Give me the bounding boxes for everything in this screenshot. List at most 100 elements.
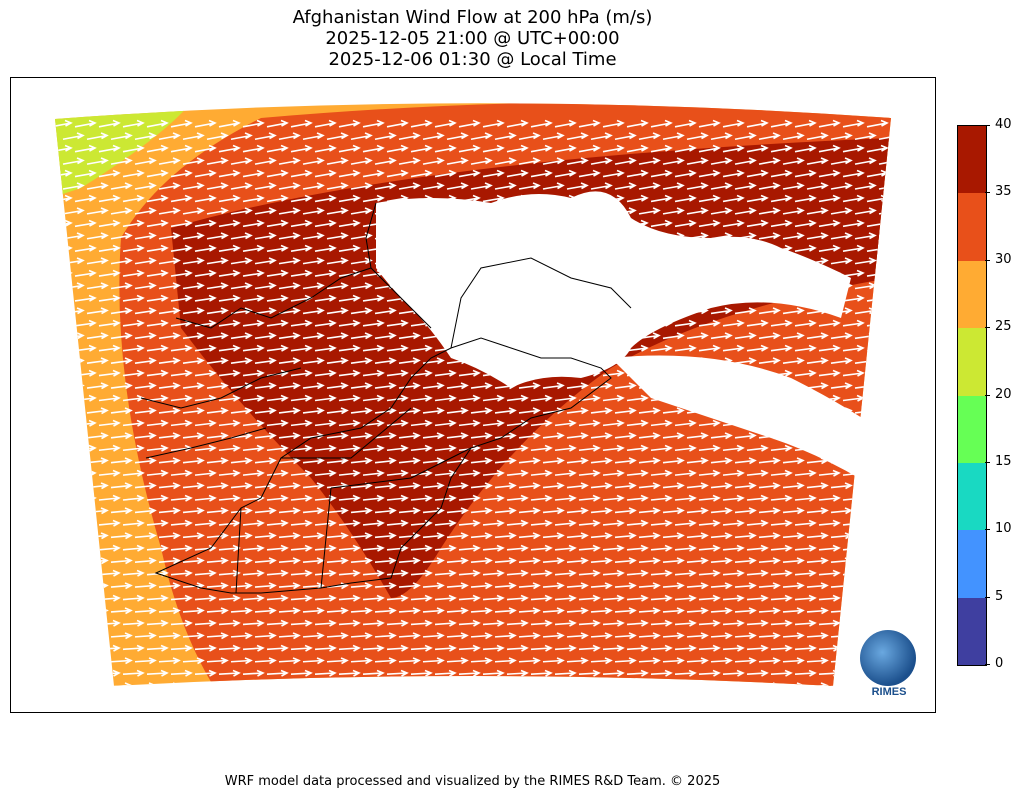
- wind-arrow: [242, 469, 265, 477]
- wind-arrow: [602, 619, 625, 627]
- wind-arrow: [302, 482, 325, 490]
- wind-arrow: [134, 307, 157, 315]
- wind-arrow: [231, 708, 251, 712]
- wind-arrow: [650, 619, 673, 627]
- wind-arrow: [266, 669, 289, 677]
- wind-arrow: [422, 607, 445, 615]
- wind-arrow: [626, 394, 649, 402]
- wind-arrow: [818, 219, 841, 228]
- wind-arrow: [674, 669, 697, 677]
- wind-arrow: [782, 307, 805, 315]
- wind-arrow: [134, 182, 157, 190]
- wind-arrow: [794, 469, 817, 477]
- wind-arrow: [818, 244, 841, 252]
- wind-arrow: [374, 382, 397, 390]
- wind-arrow: [542, 157, 565, 165]
- wind-arrow: [806, 582, 829, 590]
- wind-arrow: [266, 444, 289, 452]
- wind-arrow: [242, 244, 265, 252]
- wind-arrow: [218, 119, 241, 128]
- wind-arrow: [483, 696, 503, 702]
- wind-arrow: [890, 319, 891, 327]
- wind-arrow: [206, 282, 229, 290]
- colorbar-segment: [958, 462, 986, 531]
- wind-arrow: [362, 394, 385, 402]
- wind-arrow: [650, 494, 673, 502]
- wind-arrow: [230, 257, 253, 265]
- wind-arrow: [98, 444, 121, 452]
- wind-arrow: [638, 482, 661, 490]
- wind-arrow: [903, 133, 923, 139]
- wind-arrow: [722, 469, 745, 477]
- wind-arrow: [254, 657, 277, 665]
- wind-arrow: [194, 244, 217, 252]
- wind-arrow: [734, 682, 757, 686]
- wind-arrow: [578, 569, 601, 577]
- wind-arrow: [698, 569, 721, 577]
- wind-arrow: [446, 182, 469, 190]
- wind-arrow: [266, 269, 289, 277]
- wind-arrow: [182, 157, 205, 165]
- wind-arrow: [746, 194, 769, 203]
- wind-arrow: [278, 557, 301, 565]
- wind-arrow: [230, 582, 253, 590]
- wind-arrow: [854, 257, 877, 265]
- wind-arrow: [110, 657, 133, 665]
- wind-arrow: [422, 132, 445, 141]
- wind-arrow: [614, 382, 637, 390]
- wind-arrow: [554, 544, 577, 552]
- wind-arrow: [626, 144, 649, 153]
- wind-arrow: [614, 632, 637, 640]
- wind-arrow: [638, 157, 661, 165]
- wind-arrow: [290, 419, 313, 427]
- wind-arrow: [110, 457, 133, 465]
- wind-arrow: [866, 119, 889, 128]
- wind-arrow: [674, 644, 697, 652]
- wind-arrow: [674, 494, 697, 502]
- wind-arrow: [422, 682, 445, 686]
- wind-arrow: [794, 669, 817, 677]
- wind-arrow: [146, 219, 169, 228]
- wind-arrow: [134, 232, 157, 240]
- wind-arrow: [398, 657, 421, 665]
- wind-arrow: [206, 257, 229, 265]
- wind-arrow: [722, 519, 745, 527]
- wind-arrow: [399, 708, 419, 712]
- wind-arrow: [134, 257, 157, 265]
- wind-arrow: [74, 269, 97, 277]
- wind-arrow: [782, 207, 805, 215]
- wind-arrow: [182, 207, 205, 215]
- wind-arrow: [230, 532, 253, 540]
- colorbar-tick: [985, 125, 990, 126]
- wind-arrow: [338, 369, 361, 377]
- wind-arrow: [206, 207, 229, 215]
- wind-arrow: [903, 483, 923, 489]
- footer-credit: WRF model data processed and visualized …: [224, 774, 721, 789]
- wind-arrow: [446, 682, 469, 686]
- wind-arrow: [55, 169, 73, 178]
- wind-arrow: [518, 632, 541, 640]
- wind-arrow: [302, 307, 325, 315]
- wind-arrow: [698, 444, 721, 452]
- colorbar-tick-label: 40: [995, 117, 1012, 132]
- wind-arrow: [158, 582, 181, 590]
- wind-arrow: [494, 557, 517, 565]
- wind-arrow: [314, 169, 337, 178]
- wind-arrow: [122, 369, 145, 377]
- wind-arrow: [55, 219, 73, 228]
- wind-arrow: [638, 407, 661, 415]
- wind-arrow: [495, 708, 515, 712]
- wind-arrow: [519, 708, 539, 712]
- wind-arrow: [686, 482, 709, 490]
- wind-arrow: [711, 708, 731, 712]
- wind-arrow: [278, 257, 301, 265]
- wind-arrow: [194, 444, 217, 452]
- wind-arrow: [903, 283, 923, 289]
- wind-arrow: [254, 557, 277, 565]
- chart-title: Afghanistan Wind Flow at 200 hPa (m/s) 2…: [0, 7, 945, 70]
- wind-arrow: [350, 407, 373, 415]
- colorbar-tick-label: 25: [995, 319, 1012, 335]
- wind-arrow: [890, 169, 891, 178]
- wind-arrow: [86, 257, 109, 265]
- wind-arrow: [158, 307, 181, 315]
